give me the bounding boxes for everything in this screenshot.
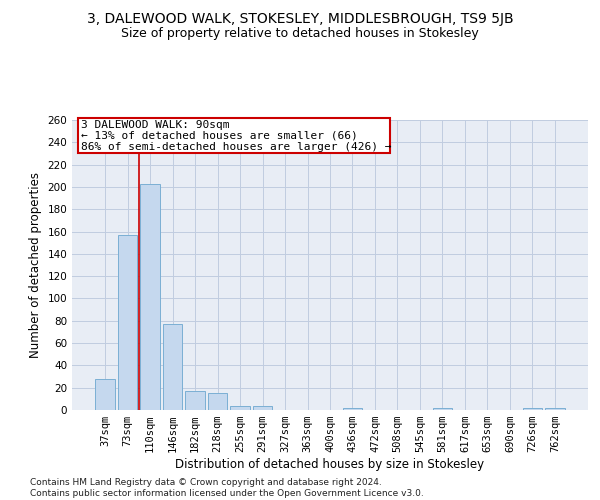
Bar xyxy=(95,379,115,410)
Text: ← 13% of detached houses are smaller (66): ← 13% of detached houses are smaller (66… xyxy=(81,131,358,141)
Bar xyxy=(118,235,137,410)
Text: 86% of semi-detached houses are larger (426) →: 86% of semi-detached houses are larger (… xyxy=(81,142,392,152)
Bar xyxy=(343,408,362,410)
Bar xyxy=(230,406,250,410)
Bar xyxy=(140,184,160,410)
Bar xyxy=(253,406,272,410)
Text: 3 DALEWOOD WALK: 90sqm: 3 DALEWOOD WALK: 90sqm xyxy=(81,120,229,130)
Y-axis label: Number of detached properties: Number of detached properties xyxy=(29,172,42,358)
Text: Contains HM Land Registry data © Crown copyright and database right 2024.
Contai: Contains HM Land Registry data © Crown c… xyxy=(30,478,424,498)
Bar xyxy=(185,391,205,410)
Text: 3, DALEWOOD WALK, STOKESLEY, MIDDLESBROUGH, TS9 5JB: 3, DALEWOOD WALK, STOKESLEY, MIDDLESBROU… xyxy=(86,12,514,26)
X-axis label: Distribution of detached houses by size in Stokesley: Distribution of detached houses by size … xyxy=(175,458,485,471)
Bar xyxy=(433,408,452,410)
Bar xyxy=(545,408,565,410)
Bar xyxy=(208,394,227,410)
Bar xyxy=(523,408,542,410)
Bar xyxy=(163,324,182,410)
Text: Size of property relative to detached houses in Stokesley: Size of property relative to detached ho… xyxy=(121,28,479,40)
